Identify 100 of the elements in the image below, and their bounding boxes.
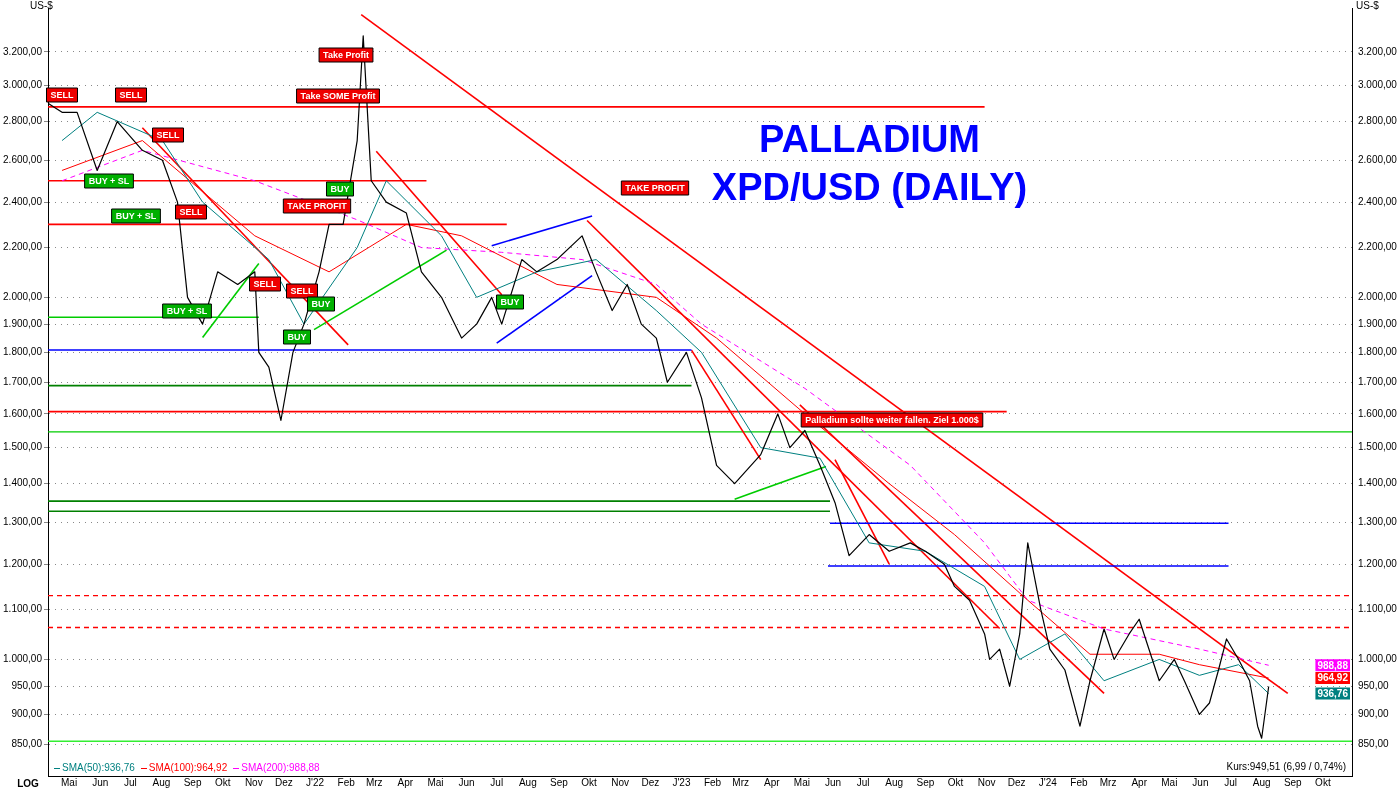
annotation: BUY: [311, 298, 331, 309]
text: 2.000,00: [3, 291, 42, 303]
y-tick-label: 950,00: [1358, 679, 1390, 691]
text: 1.300,00: [3, 516, 42, 528]
x-tick-label: Sep: [183, 776, 202, 788]
y2-axis-title: US-$: [1356, 0, 1379, 11]
x-tick-label: Jul: [856, 776, 870, 788]
y-axis-title: US-$: [30, 0, 53, 11]
x-tick-label: Mrz: [732, 776, 749, 788]
x-tick-label: Mrz: [1099, 776, 1117, 788]
x-tick-label: Sep: [1283, 776, 1303, 788]
text: 950,00: [11, 679, 42, 691]
annotation: SELL: [179, 206, 203, 217]
y-tick-label: 1.200,00: [1358, 557, 1398, 569]
x-tick-label: Aug: [885, 776, 904, 788]
x-tick-label: Jun: [458, 776, 475, 788]
text: 2.400,00: [3, 195, 42, 207]
x-tick-label: Feb: [1070, 776, 1089, 788]
text: 2.600,00: [3, 154, 42, 166]
x-tick-label: Dez: [1007, 776, 1026, 788]
x-tick-label: Apr: [763, 776, 781, 788]
text: 3.000,00: [3, 79, 42, 91]
x-tick-label: J'24: [1038, 776, 1058, 788]
annotation: TAKE PROFIT: [287, 200, 348, 211]
x-tick-label: Aug: [518, 776, 537, 788]
x-tick-label: Nov: [977, 776, 996, 788]
annotation: SELL: [119, 89, 143, 100]
x-tick-label: Mai: [793, 776, 810, 788]
annotation: TAKE PROFIT: [625, 182, 686, 193]
y-tick-label: 1.900,00: [1358, 317, 1398, 329]
x-tick-label: Mai: [1161, 776, 1178, 788]
y-tick-label: 2.200,00: [1358, 241, 1398, 253]
y-tick-label: 1.600,00: [1358, 407, 1398, 419]
x-tick-label: Feb: [337, 776, 356, 788]
x-tick-label: Nov: [611, 776, 630, 788]
y-tick-label: 2.000,00: [1358, 291, 1398, 303]
annotation: 988,88: [1317, 659, 1349, 671]
text: 1.200,00: [3, 557, 42, 569]
x-tick-label: Mai: [61, 776, 78, 788]
y-tick-label: 1.500,00: [1358, 441, 1398, 453]
x-tick-label: Jul: [490, 776, 504, 788]
legend-label: SMA(100):964,92: [148, 762, 228, 773]
x-tick-label: Okt: [1315, 776, 1331, 788]
annotation: BUY + SL: [115, 210, 157, 221]
text: 1.700,00: [3, 375, 42, 387]
y-tick-label: 3.200,00: [1358, 45, 1398, 57]
text: 2.800,00: [3, 115, 42, 127]
x-tick-label: J'22: [306, 776, 325, 788]
x-tick-label: Jul: [123, 776, 137, 788]
text: 3.200,00: [3, 45, 42, 57]
text: 1.900,00: [3, 317, 42, 329]
x-tick-label: Apr: [397, 776, 414, 788]
y-tick-label: 2.800,00: [1358, 115, 1398, 127]
y-tick-label: 3.000,00: [1358, 79, 1398, 91]
annotation: SELL: [253, 278, 277, 289]
annotation: SELL: [50, 89, 74, 100]
x-tick-label: Jun: [1192, 776, 1209, 788]
x-tick-label: Feb: [703, 776, 722, 788]
x-tick-label: Sep: [550, 776, 569, 788]
y-tick-label: 1.100,00: [1358, 603, 1398, 615]
y-tick-label: 2.400,00: [1358, 195, 1398, 207]
text: XPD/USD (DAILY): [711, 166, 1028, 208]
x-tick-label: Dez: [641, 776, 660, 788]
y-tick-label: 850,00: [1358, 738, 1390, 750]
text: 1.500,00: [3, 441, 42, 453]
text: PALLADIUM: [759, 118, 980, 160]
x-tick-label: Apr: [1131, 776, 1148, 788]
annotation: BUY: [500, 296, 520, 307]
x-tick-label: Nov: [244, 776, 263, 788]
x-tick-label: Jul: [1224, 776, 1237, 788]
legend-label: SMA(200):988,88: [241, 762, 320, 773]
x-tick-label: Aug: [1252, 776, 1271, 788]
text: 1.400,00: [3, 477, 42, 489]
x-tick-label: Okt: [581, 776, 598, 788]
y-tick-label: 1.000,00: [1358, 653, 1398, 665]
text: 1.000,00: [3, 653, 42, 665]
x-tick-label: Okt: [214, 776, 231, 788]
annotation: 964,92: [1317, 672, 1349, 684]
x-tick-label: J'23: [672, 776, 691, 788]
x-tick-label: Dez: [275, 776, 293, 788]
text: 1.800,00: [3, 346, 42, 358]
annotation: Take SOME Profit: [300, 90, 376, 101]
x-tick-label: Jun: [824, 776, 842, 788]
text: 1.600,00: [3, 407, 42, 419]
x-tick-label: Okt: [947, 776, 964, 788]
y-tick-label: 1.400,00: [1358, 477, 1398, 489]
x-tick-label: Aug: [152, 776, 171, 788]
text: 900,00: [11, 708, 42, 720]
legend-label: SMA(50):936,76: [62, 762, 135, 773]
x-tick-label: Sep: [916, 776, 935, 788]
annotation: BUY + SL: [88, 175, 130, 186]
x-tick-label: Jun: [92, 776, 109, 788]
y-tick-label: 1.300,00: [1358, 516, 1398, 528]
y-tick-label: 1.700,00: [1358, 375, 1398, 387]
annotation: BUY: [330, 183, 350, 194]
y-tick-label: 2.600,00: [1358, 154, 1398, 166]
annotation: BUY: [287, 331, 307, 342]
y-tick-label: 900,00: [1358, 708, 1390, 720]
x-tick-label: Mai: [427, 776, 444, 788]
annotation: Take Profit: [323, 49, 369, 60]
